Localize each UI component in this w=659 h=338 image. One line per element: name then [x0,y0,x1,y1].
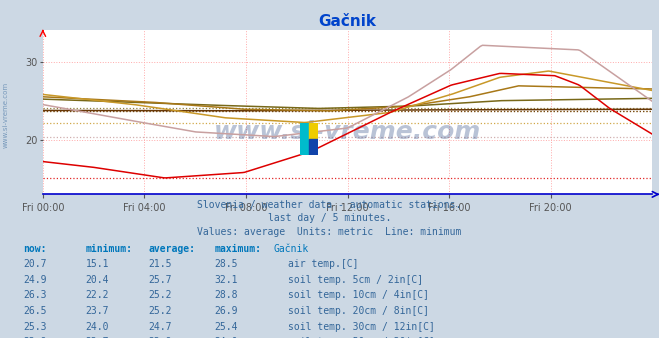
Text: Values: average  Units: metric  Line: minimum: Values: average Units: metric Line: mini… [197,227,462,237]
Text: 25.2: 25.2 [148,290,172,300]
Text: 24.0: 24.0 [214,337,238,338]
Text: air temp.[C]: air temp.[C] [288,259,358,269]
Text: 20.7: 20.7 [23,259,47,269]
Text: 28.8: 28.8 [214,290,238,300]
Text: maximum:: maximum: [214,244,261,254]
Text: 24.0: 24.0 [86,321,109,332]
Text: 25.4: 25.4 [214,321,238,332]
Text: 21.5: 21.5 [148,259,172,269]
Text: 24.7: 24.7 [148,321,172,332]
Text: 20.4: 20.4 [86,275,109,285]
Text: www.si-vreme.com: www.si-vreme.com [214,120,481,144]
Text: average:: average: [148,244,195,254]
Text: 25.3: 25.3 [23,321,47,332]
Bar [309,123,318,140]
Text: soil temp. 50cm / 20in[C]: soil temp. 50cm / 20in[C] [288,337,435,338]
Text: 23.7: 23.7 [86,337,109,338]
Text: www.si-vreme.com: www.si-vreme.com [2,82,9,148]
Text: 23.7: 23.7 [86,306,109,316]
Text: last day / 5 minutes.: last day / 5 minutes. [268,213,391,223]
Text: soil temp. 30cm / 12in[C]: soil temp. 30cm / 12in[C] [288,321,435,332]
Text: 26.5: 26.5 [23,306,47,316]
Title: Gačnik: Gačnik [318,14,377,29]
Bar [300,123,309,155]
Text: soil temp. 5cm / 2in[C]: soil temp. 5cm / 2in[C] [288,275,423,285]
Text: Gačnik: Gačnik [273,244,308,254]
Text: now:: now: [23,244,47,254]
Text: 22.2: 22.2 [86,290,109,300]
Text: 25.7: 25.7 [148,275,172,285]
Text: 23.9: 23.9 [148,337,172,338]
Text: 26.3: 26.3 [23,290,47,300]
Text: 23.9: 23.9 [23,337,47,338]
Text: 28.5: 28.5 [214,259,238,269]
Text: 25.2: 25.2 [148,306,172,316]
Text: soil temp. 10cm / 4in[C]: soil temp. 10cm / 4in[C] [288,290,429,300]
Text: 24.9: 24.9 [23,275,47,285]
Text: 26.9: 26.9 [214,306,238,316]
Text: minimum:: minimum: [86,244,132,254]
Text: soil temp. 20cm / 8in[C]: soil temp. 20cm / 8in[C] [288,306,429,316]
Bar [309,140,318,155]
Text: 32.1: 32.1 [214,275,238,285]
Text: Slovenia / weather data - automatic stations.: Slovenia / weather data - automatic stat… [197,200,462,210]
Text: 15.1: 15.1 [86,259,109,269]
